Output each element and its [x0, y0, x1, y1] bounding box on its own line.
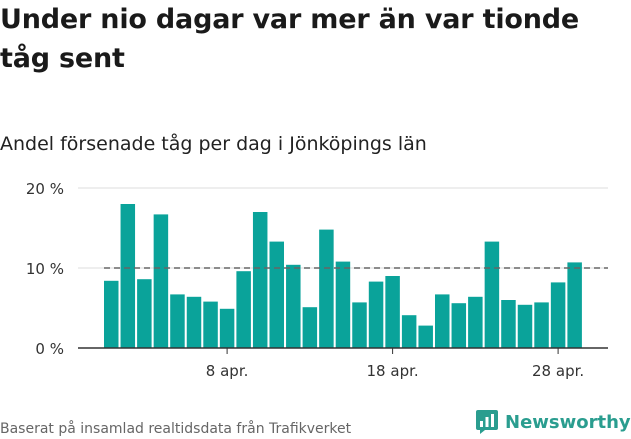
- bar: [385, 276, 400, 348]
- bar: [468, 296, 483, 348]
- x-axis-ticks: 8 apr. 18 apr. 28 apr.: [206, 348, 584, 380]
- bar: [219, 308, 235, 348]
- x-tick-label: 18 apr.: [367, 362, 419, 380]
- y-tick-label: 10 %: [26, 260, 64, 278]
- newsworthy-logo-icon: [476, 410, 498, 434]
- bars: [78, 204, 608, 349]
- bar: [302, 307, 318, 348]
- brand-logo: Newsworthy: [475, 407, 631, 437]
- y-tick-label: 20 %: [26, 180, 64, 198]
- bar: [319, 229, 334, 348]
- y-axis-tick-labels: 0 % 10 % 20 %: [26, 180, 64, 358]
- chart-title: Under nio dagar var mer än var tionde tå…: [0, 4, 579, 74]
- bar: [401, 315, 417, 348]
- brand-name: Newsworthy: [505, 411, 631, 433]
- bar: [567, 262, 582, 348]
- bar: [517, 304, 533, 348]
- bar: [104, 280, 119, 348]
- bar: [236, 271, 251, 348]
- bar: [186, 296, 202, 348]
- bar: [286, 264, 301, 348]
- bar-chart: 0 % 10 % 20 % 8 apr. 18 apr. 28 apr.: [26, 180, 608, 380]
- x-tick-label: 8 apr.: [206, 362, 249, 380]
- bar: [435, 294, 450, 348]
- bar: [352, 302, 367, 348]
- source-note: Baserat på insamlad realtidsdata från Tr…: [0, 421, 352, 437]
- bar: [137, 279, 152, 348]
- bar: [203, 301, 218, 348]
- x-tick-label: 28 apr.: [532, 362, 584, 380]
- bar: [153, 214, 169, 348]
- chart-subtitle: Andel försenade tåg per dag i Jönköpings…: [0, 133, 427, 155]
- bar: [501, 300, 516, 348]
- bar: [252, 212, 268, 348]
- bar: [120, 204, 136, 348]
- bar: [269, 241, 284, 348]
- bar: [534, 302, 549, 348]
- y-tick-label: 0 %: [35, 340, 64, 358]
- bar: [335, 261, 351, 348]
- bar: [484, 241, 500, 348]
- bar: [550, 282, 566, 348]
- bar: [368, 281, 384, 348]
- bar: [451, 303, 467, 348]
- bar: [170, 294, 185, 348]
- bar: [418, 325, 433, 348]
